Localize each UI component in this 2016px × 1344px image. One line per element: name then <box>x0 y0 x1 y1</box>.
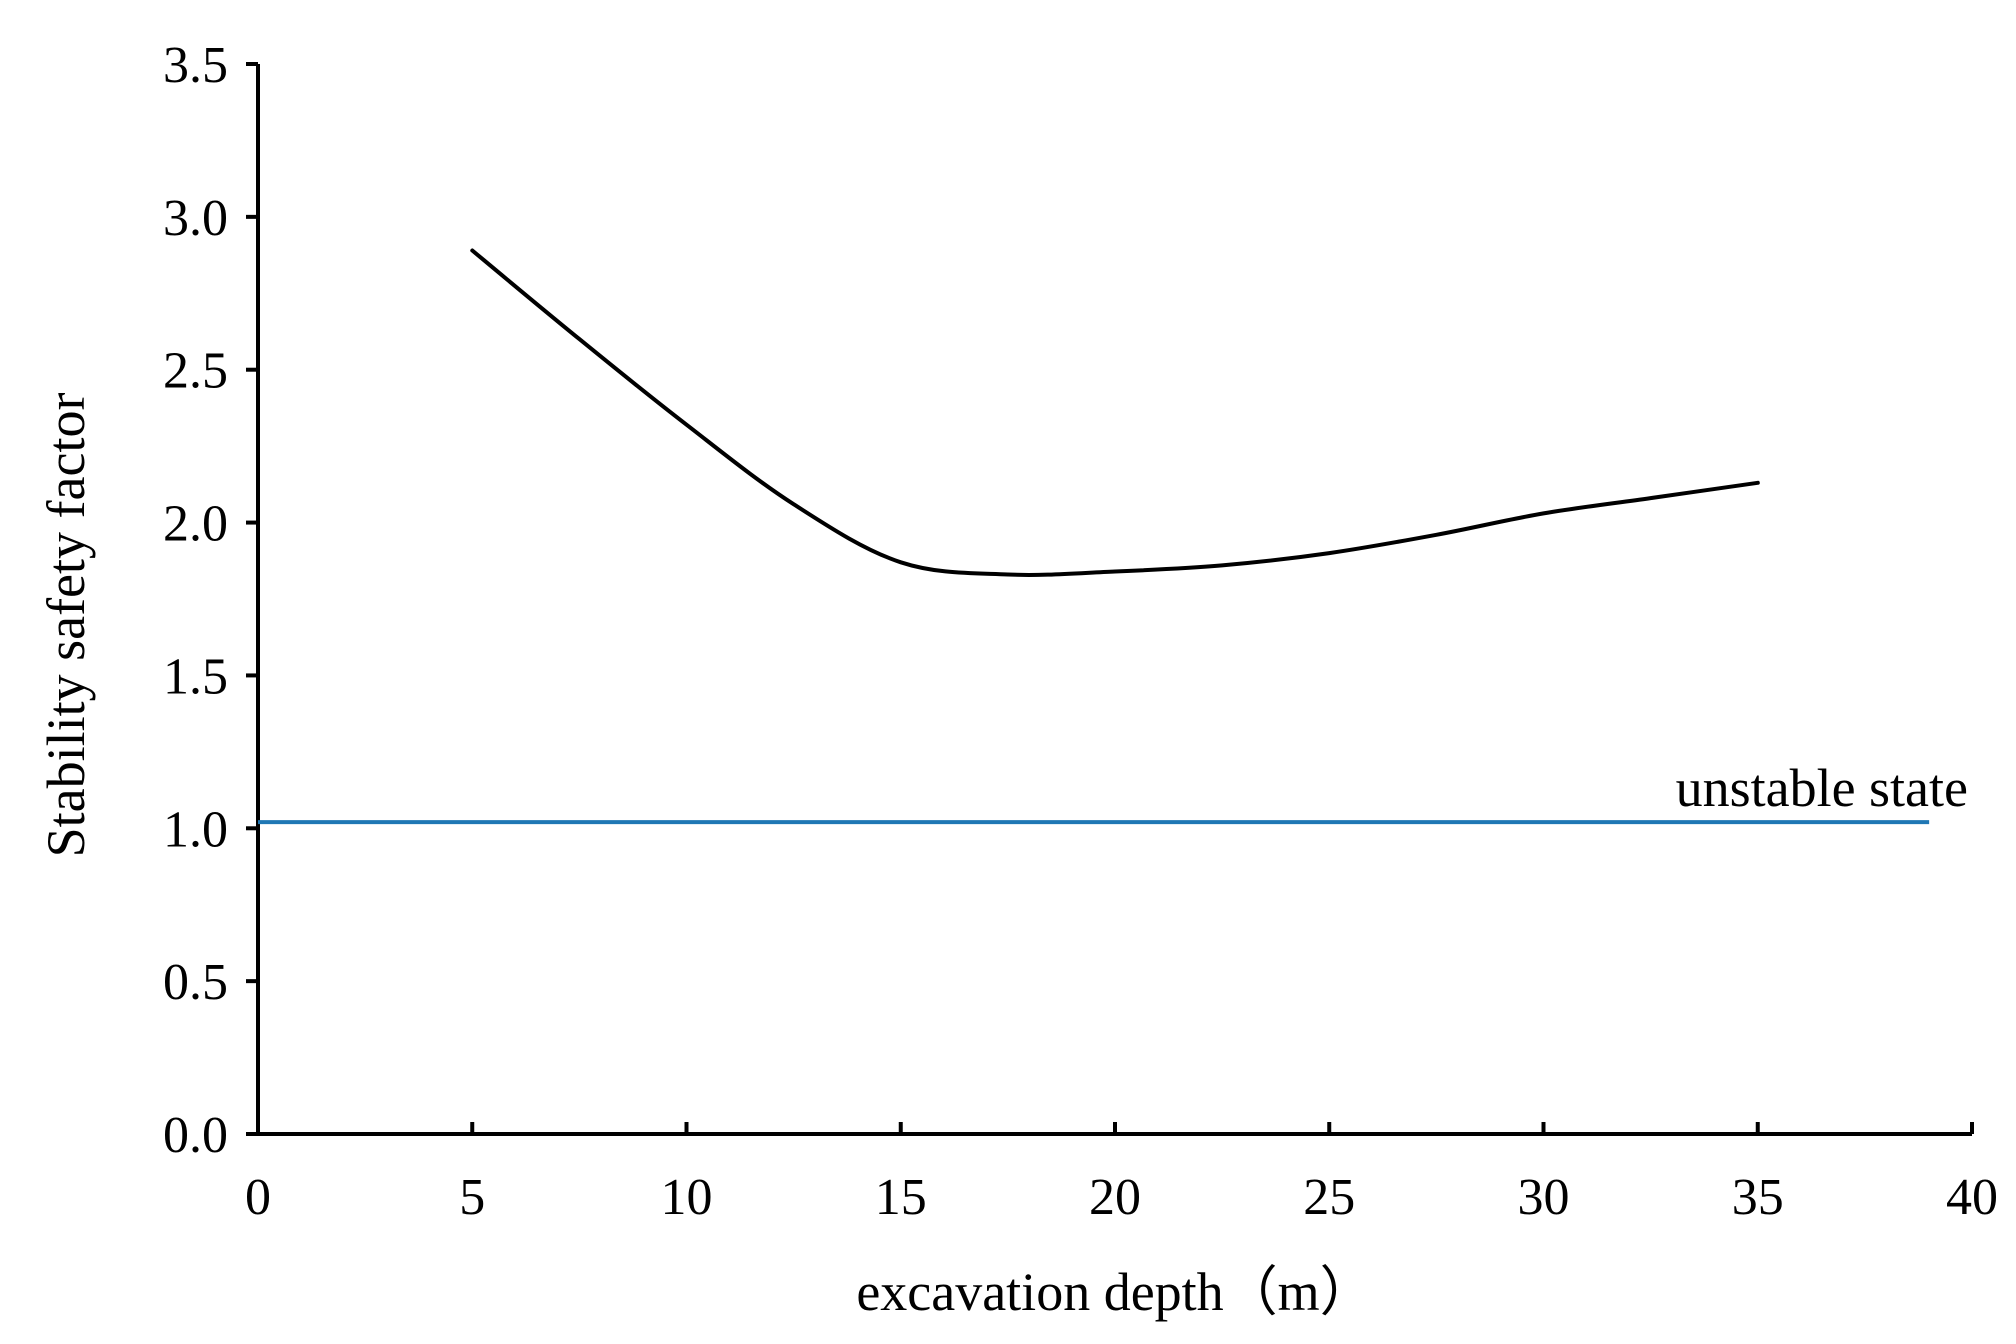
y-tick-label: 3.0 <box>163 190 228 247</box>
x-axis-ticks: 0 5 10 15 20 25 30 35 40 <box>245 1122 1998 1226</box>
x-tick-label: 35 <box>1732 1169 1784 1226</box>
x-tick-label: 0 <box>245 1169 271 1226</box>
x-tick-label: 5 <box>459 1169 485 1226</box>
y-tick-label: 3.5 <box>163 37 228 94</box>
y-axis-title: Stability safety factor <box>36 393 96 858</box>
safety-factor-series-line <box>470 248 1760 577</box>
x-tick-label: 20 <box>1089 1169 1141 1226</box>
unstable-state-label: unstable state <box>1676 758 1968 818</box>
y-tick-label: 2.5 <box>163 343 228 400</box>
y-tick-label: 1.0 <box>163 801 228 858</box>
x-tick-label: 15 <box>875 1169 927 1226</box>
x-axis-title: excavation depth（m） <box>856 1262 1373 1322</box>
y-tick-label: 2.0 <box>163 496 228 553</box>
y-tick-label: 0.0 <box>163 1107 228 1164</box>
safety-factor-series-points <box>470 248 1760 576</box>
y-axis-ticks: 0.0 0.5 1.0 1.5 2.0 2.5 3.0 3.5 <box>163 37 258 1164</box>
x-tick-label: 10 <box>661 1169 713 1226</box>
x-tick-label: 25 <box>1303 1169 1355 1226</box>
x-tick-label: 40 <box>1946 1169 1998 1226</box>
x-tick-label: 30 <box>1518 1169 1570 1226</box>
y-tick-label: 1.5 <box>163 648 228 705</box>
y-tick-label: 0.5 <box>163 954 228 1011</box>
